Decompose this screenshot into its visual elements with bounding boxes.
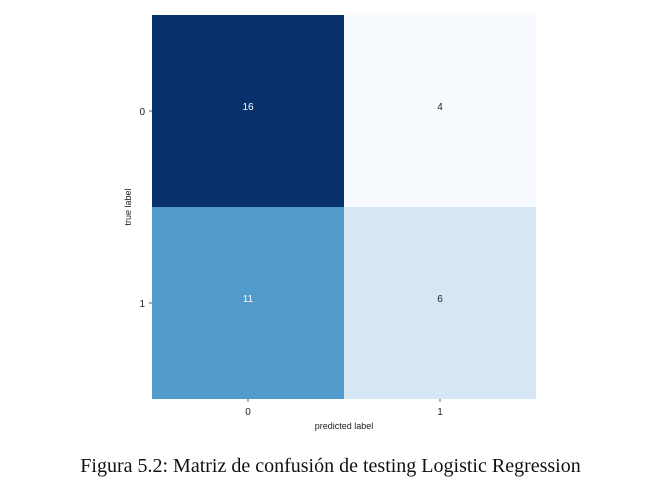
heatmap-cell-r0-c1 bbox=[344, 15, 536, 207]
x-tick-label: 0 bbox=[245, 407, 251, 418]
y-axis-ticks: 01 bbox=[139, 107, 152, 310]
heatmap-cell-r0-c0 bbox=[152, 15, 344, 207]
x-tick-label: 1 bbox=[437, 407, 443, 418]
cell-value-label: 6 bbox=[437, 294, 443, 305]
figure-caption: Figura 5.2: Matriz de confusión de testi… bbox=[80, 455, 581, 477]
y-tick-label: 1 bbox=[139, 299, 145, 310]
y-tick-label: 0 bbox=[139, 107, 145, 118]
y-axis-label: true label bbox=[123, 188, 133, 225]
heatmap-cells bbox=[152, 15, 536, 399]
heatmap-cell-r1-c0 bbox=[152, 207, 344, 399]
heatmap-cell-r1-c1 bbox=[344, 207, 536, 399]
cell-value-label: 16 bbox=[242, 102, 254, 113]
cell-value-label: 4 bbox=[437, 102, 443, 113]
cell-value-label: 11 bbox=[243, 294, 254, 305]
heatmap-cell-labels: 16 4 11 6 bbox=[242, 102, 443, 305]
x-axis-label: predicted label bbox=[315, 421, 374, 431]
